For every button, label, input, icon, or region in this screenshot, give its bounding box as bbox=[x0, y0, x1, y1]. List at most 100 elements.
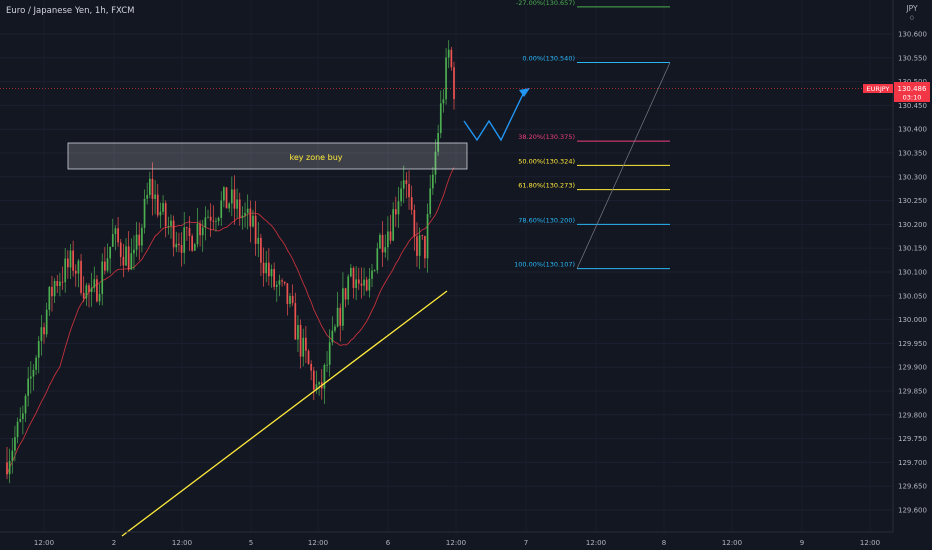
price-tick-label: 129.750 bbox=[898, 435, 927, 443]
bar-countdown: 03:10 bbox=[903, 94, 922, 102]
candle-body bbox=[138, 234, 141, 246]
candle-body bbox=[98, 293, 101, 302]
time-tick-label: 7 bbox=[524, 539, 528, 547]
candle-body bbox=[318, 382, 320, 385]
time-tick-label: 5 bbox=[249, 539, 253, 547]
candle-body bbox=[109, 246, 112, 259]
candle-body bbox=[172, 220, 175, 248]
price-tick-label: 130.400 bbox=[898, 126, 927, 134]
fib-retracement[interactable]: -27.00%(130.657) 0.00%(130.540) 38.20%(130… bbox=[514, 0, 671, 270]
price-tick-label: 129.600 bbox=[898, 507, 927, 515]
time-tick-label: 8 bbox=[662, 539, 666, 547]
candle-body bbox=[220, 200, 223, 218]
candle-body bbox=[56, 281, 59, 287]
price-tick-label: 130.250 bbox=[898, 197, 927, 205]
candle-body bbox=[368, 278, 371, 291]
drawings[interactable] bbox=[0, 87, 893, 537]
last-price-value: 130.486 bbox=[898, 85, 927, 93]
candle-body bbox=[111, 234, 114, 247]
last-price-badge bbox=[894, 82, 930, 102]
price-tick-label: 130.150 bbox=[898, 245, 927, 253]
candle-body bbox=[225, 187, 228, 209]
candle-body bbox=[19, 418, 22, 422]
time-tick-label: 12:00 bbox=[722, 539, 742, 547]
projection-path[interactable] bbox=[463, 89, 526, 142]
candle-body bbox=[228, 203, 231, 209]
candle-body bbox=[405, 180, 408, 184]
candle-body bbox=[209, 216, 212, 221]
time-tick-label: 12:00 bbox=[172, 539, 192, 547]
candle-body bbox=[424, 236, 426, 259]
candle-body bbox=[230, 189, 233, 204]
price-tick-label: 130.100 bbox=[898, 269, 927, 277]
candle-body bbox=[342, 288, 344, 326]
candle-body bbox=[186, 227, 188, 229]
candle-body bbox=[183, 227, 186, 253]
candle-body bbox=[302, 337, 305, 357]
candle-body bbox=[59, 281, 61, 287]
candle-body bbox=[133, 249, 135, 254]
candle-body bbox=[352, 267, 355, 288]
candle-body bbox=[347, 276, 350, 300]
candle-body bbox=[360, 283, 363, 286]
candle-body bbox=[151, 178, 154, 199]
candle-body bbox=[238, 199, 241, 218]
candle-body bbox=[286, 283, 289, 304]
price-tick-label: 130.000 bbox=[898, 316, 927, 324]
support-trendline[interactable] bbox=[121, 290, 448, 537]
candle-body bbox=[40, 327, 43, 342]
time-tick-label: 12:00 bbox=[860, 539, 880, 547]
price-axis[interactable]: 130.600130.550130.500130.450130.400130.3… bbox=[898, 31, 927, 515]
candle-body bbox=[305, 337, 307, 351]
candle-body bbox=[193, 244, 196, 251]
candle-body bbox=[349, 267, 352, 277]
candle-body bbox=[426, 214, 429, 259]
candle-body bbox=[156, 194, 159, 216]
candle-body bbox=[93, 279, 96, 288]
candle-body bbox=[14, 437, 16, 451]
candle-body bbox=[410, 197, 413, 210]
candle-body bbox=[246, 208, 249, 213]
candle-body bbox=[96, 279, 98, 302]
candle-body bbox=[294, 303, 297, 340]
candle-body bbox=[260, 237, 262, 263]
candle-body bbox=[389, 231, 392, 241]
candle-body bbox=[394, 209, 397, 215]
candle-body bbox=[310, 363, 313, 371]
candle-body bbox=[45, 309, 48, 335]
candle-body bbox=[447, 49, 450, 58]
fib-level-label: 0.00%(130.540) bbox=[522, 55, 575, 63]
candle-body bbox=[275, 284, 278, 287]
time-tick-label: 12:00 bbox=[586, 539, 606, 547]
candle-body bbox=[143, 198, 146, 228]
candle-body bbox=[74, 270, 77, 274]
candle-body bbox=[148, 178, 151, 195]
time-axis[interactable]: 12:00 2 12:00 5 12:00 6 12:00 7 12:00 8 12:00 9 12:0… bbox=[34, 539, 880, 547]
candle-body bbox=[289, 296, 291, 304]
candle-body bbox=[453, 67, 455, 100]
fib-level-label: 100.00%(130.107) bbox=[514, 261, 575, 269]
key-zone-box[interactable] bbox=[67, 142, 468, 170]
moving-average-line bbox=[6, 167, 455, 475]
price-tick-label: 129.650 bbox=[898, 483, 927, 491]
candle-body bbox=[88, 285, 90, 293]
candle-body bbox=[104, 261, 106, 271]
symbol-badge-text: EURJPY bbox=[866, 85, 889, 93]
candle-body bbox=[437, 133, 439, 152]
candle-body bbox=[204, 217, 207, 228]
candle-body bbox=[413, 209, 416, 237]
candle-body bbox=[48, 286, 51, 310]
fib-diagonal bbox=[576, 62, 671, 269]
candle-body bbox=[114, 228, 117, 235]
candle-body bbox=[283, 281, 286, 284]
candle-body bbox=[431, 174, 434, 189]
symbol-badge bbox=[863, 84, 893, 93]
candle-body bbox=[119, 242, 122, 257]
candle-body bbox=[167, 226, 170, 227]
candle-body bbox=[69, 250, 72, 268]
time-tick-label: 12:00 bbox=[34, 539, 54, 547]
candle-body bbox=[402, 180, 405, 189]
candle-body bbox=[51, 286, 53, 297]
time-tick-label: 2 bbox=[112, 539, 116, 547]
